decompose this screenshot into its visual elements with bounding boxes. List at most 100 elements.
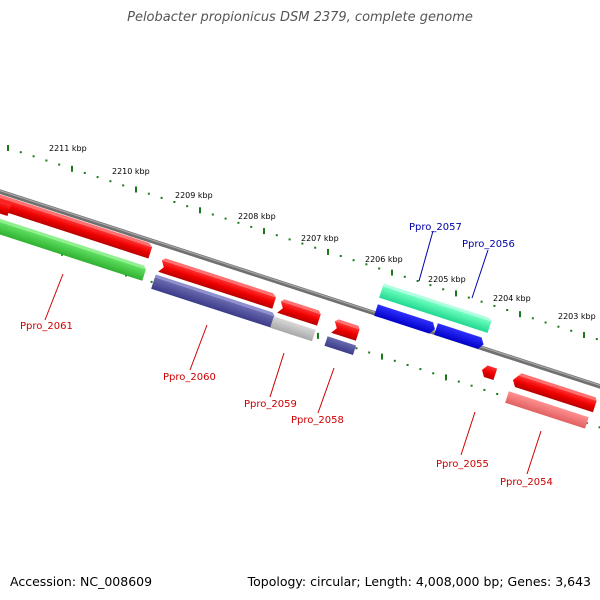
tick-mark-minor [570, 329, 573, 332]
gene-label-ppro-2055[interactable]: Ppro_2055 [436, 459, 489, 470]
gene-label-ppro-2054[interactable]: Ppro_2054 [500, 477, 553, 488]
leader-line [460, 411, 476, 456]
gene-ppro-2054-pink[interactable] [505, 391, 589, 429]
tick-mark-minor [109, 180, 112, 183]
tick-mark-minor [470, 384, 473, 387]
leader-line [418, 230, 434, 282]
tick-mark-minor [352, 259, 355, 262]
tick-mark-minor [419, 368, 422, 371]
tick-mark-minor [19, 151, 22, 154]
tick-mark-major [263, 228, 265, 235]
gene-ppro-2061-arrow[interactable] [0, 189, 153, 259]
gene-grey-bar[interactable] [270, 316, 316, 342]
tick-mark-minor [432, 372, 435, 375]
gene-ppro-2058-navy[interactable] [324, 336, 357, 356]
tick-mark-minor [365, 263, 368, 266]
kbp-label: 2211 kbp [49, 144, 87, 153]
leader-line [269, 352, 285, 398]
tick-mark-minor [557, 325, 560, 328]
tick-mark-minor [496, 393, 499, 395]
gene-ppro-2058-arrow[interactable] [331, 318, 360, 341]
tick-mark-major [135, 186, 137, 193]
leader-line [471, 249, 489, 299]
tick-mark-major [381, 353, 383, 360]
tick-mark-minor [483, 388, 486, 391]
tick-mark-major [317, 332, 319, 339]
genome-backbone [0, 189, 600, 389]
tick-mark-major [445, 374, 447, 381]
tick-mark-minor [544, 321, 547, 324]
kbp-label: 2203 kbp [558, 312, 596, 321]
gene-label-ppro-2059[interactable]: Ppro_2059 [244, 399, 297, 410]
tick-mark-minor [442, 288, 445, 291]
tick-mark-minor [314, 246, 317, 249]
kbp-label: 2204 kbp [493, 294, 531, 303]
tick-mark-minor [339, 255, 342, 257]
tick-mark-minor [393, 359, 396, 362]
tick-row-outer [7, 145, 598, 341]
gene-small-red-left[interactable] [0, 200, 12, 217]
gene-label-ppro-2061[interactable]: Ppro_2061 [20, 321, 73, 332]
tick-mark-minor [211, 213, 214, 216]
tick-mark-minor [32, 155, 35, 158]
leader-line [44, 273, 64, 321]
gene-label-ppro-2056[interactable]: Ppro_2056 [462, 239, 515, 250]
tick-mark-minor [493, 304, 496, 307]
gene-ppro-2056-arrow-b[interactable] [434, 323, 485, 350]
tick-mark-minor [288, 238, 291, 241]
gene-ppro-2059-arrow[interactable] [277, 298, 322, 326]
tick-mark-minor [147, 192, 150, 195]
gene-green-bar[interactable] [0, 216, 147, 281]
gene-ppro-2057-bar[interactable] [379, 283, 492, 333]
tick-mark-minor [96, 176, 99, 179]
tick-mark-minor [250, 225, 253, 228]
tick-mark-major [519, 311, 521, 318]
gene-ppro-2055-arrow[interactable] [480, 364, 498, 381]
tick-mark-minor [83, 171, 86, 174]
genome-backbone-highlight [0, 189, 600, 387]
kbp-label: 2209 kbp [175, 191, 213, 200]
tick-mark-minor [150, 280, 153, 283]
tick-mark-minor [160, 196, 163, 199]
tick-mark-minor [467, 296, 470, 299]
gene-label-ppro-2058[interactable]: Ppro_2058 [291, 415, 344, 426]
tick-mark-minor [406, 364, 409, 366]
leader-line [526, 430, 542, 475]
tick-mark-major [199, 207, 201, 214]
gene-features [0, 189, 597, 429]
tick-mark-minor [301, 242, 304, 245]
kbp-labels: 2211 kbp 2210 kbp 2209 kbp 2208 kbp 2207… [49, 144, 596, 321]
gene-label-ppro-2060[interactable]: Ppro_2060 [163, 372, 216, 383]
tick-mark-minor [598, 426, 600, 429]
accession-text: Accession: NC_008609 [10, 574, 153, 589]
leader-line [189, 324, 208, 371]
tick-mark-minor [224, 217, 227, 220]
gene-label-group: Ppro_2061 Ppro_2060 Ppro_2059 Ppro_2058 … [20, 222, 553, 488]
gene-label-ppro-2057[interactable]: Ppro_2057 [409, 222, 462, 233]
tick-mark-minor [457, 380, 460, 383]
gene-ppro-2060-arrow[interactable] [158, 257, 277, 309]
gene-ppro-2056-arrow-a[interactable] [374, 304, 437, 335]
leader-line [317, 367, 335, 414]
tick-mark-minor [122, 184, 125, 187]
tick-mark-minor [480, 300, 483, 303]
tick-mark-major [71, 165, 73, 172]
kbp-label: 2210 kbp [112, 167, 150, 176]
tick-mark-minor [403, 275, 406, 278]
tick-mark-minor [429, 284, 432, 287]
gene-navy-bar[interactable] [151, 274, 275, 328]
tick-mark-minor [58, 163, 61, 166]
tick-mark-minor [368, 351, 371, 354]
tick-mark-minor [237, 221, 240, 224]
tick-mark-minor [378, 267, 381, 270]
tick-mark-minor [355, 347, 358, 350]
tick-mark-major [391, 269, 393, 276]
tick-mark-minor [506, 309, 509, 311]
kbp-label: 2207 kbp [301, 234, 339, 243]
topology-summary: Topology: circular; Length: 4,008,000 bp… [247, 574, 591, 589]
gene-ppro-2054-arrow[interactable] [511, 371, 597, 413]
tick-mark-major [583, 332, 585, 338]
tick-mark-minor [595, 338, 598, 341]
tick-mark-major [327, 248, 329, 255]
